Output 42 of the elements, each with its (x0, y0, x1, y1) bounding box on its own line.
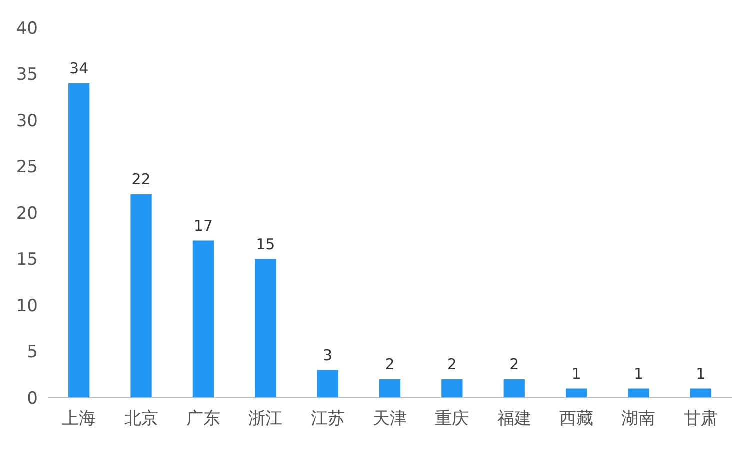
y-tick-label: 0 (27, 388, 38, 409)
data-label: 2 (385, 356, 395, 374)
data-label: 34 (70, 60, 89, 78)
bar (379, 380, 401, 398)
bar (130, 194, 152, 398)
x-tick-label: 北京 (124, 409, 158, 429)
bar (628, 388, 650, 398)
x-tick-label: 江苏 (310, 409, 345, 429)
x-tick-label: 西藏 (560, 409, 594, 429)
data-label: 3 (323, 346, 333, 364)
x-tick-label: 浙江 (248, 409, 283, 429)
x-tick-label: 福建 (497, 409, 532, 429)
bar (255, 259, 276, 398)
bar (68, 84, 90, 398)
y-tick-label: 40 (16, 18, 38, 39)
y-tick-label: 30 (16, 111, 38, 132)
data-label: 15 (256, 235, 276, 254)
x-tick-label: 湖南 (622, 409, 656, 429)
data-label: 17 (194, 216, 213, 235)
x-tick-label: 甘肃 (684, 409, 718, 429)
y-tick-label: 25 (16, 158, 38, 178)
bar (317, 370, 338, 398)
bar (566, 388, 588, 398)
data-label: 1 (634, 364, 644, 383)
bar (442, 380, 463, 398)
y-tick-label: 15 (16, 250, 38, 270)
x-tick-label: 重庆 (435, 409, 470, 429)
data-label: 2 (447, 356, 457, 374)
bar (504, 380, 525, 398)
y-tick-label: 5 (27, 342, 38, 363)
data-label: 1 (696, 364, 706, 383)
y-tick-label: 10 (16, 296, 38, 316)
y-tick-label: 35 (16, 65, 38, 86)
data-label: 22 (132, 170, 151, 188)
bar (192, 240, 214, 398)
data-label: 2 (510, 356, 520, 374)
x-tick-label: 天津 (373, 409, 407, 429)
x-tick-label: 广东 (186, 409, 220, 429)
y-tick-label: 20 (16, 204, 38, 224)
x-tick-label: 上海 (62, 409, 96, 429)
data-label: 1 (572, 364, 582, 383)
bar (690, 388, 712, 398)
